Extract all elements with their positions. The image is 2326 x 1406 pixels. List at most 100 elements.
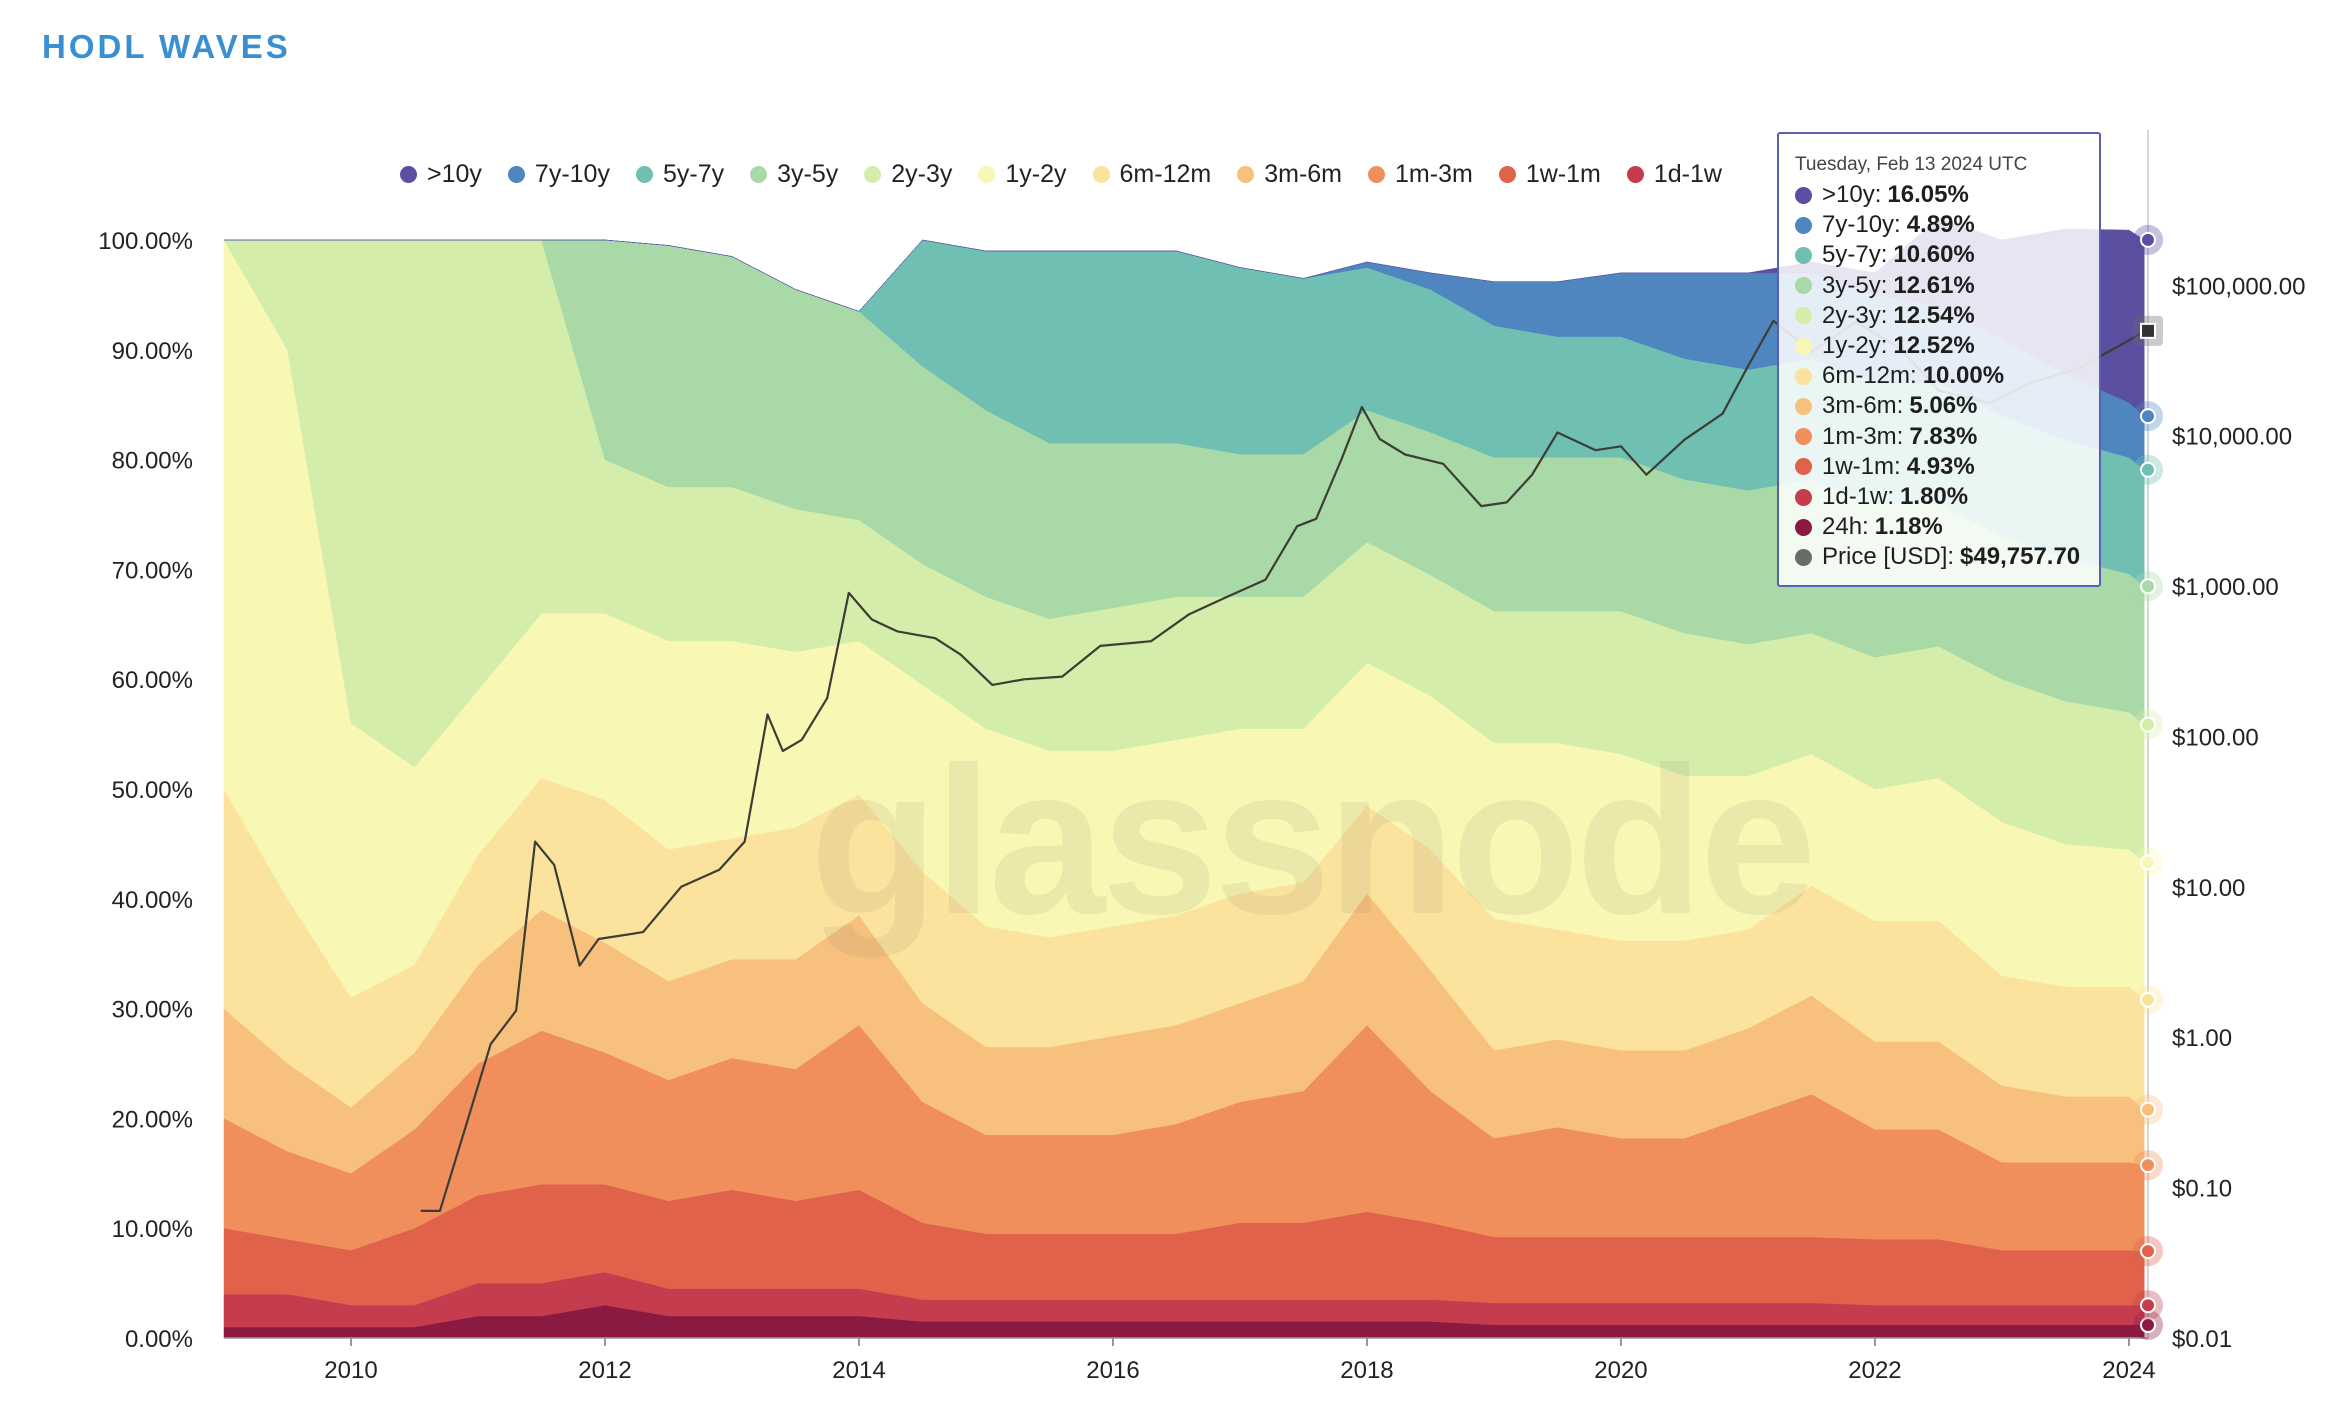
legend-item[interactable]: 2y-3y	[864, 160, 952, 189]
x-tick-label: 2024	[2102, 1357, 2155, 1384]
tooltip-swatch	[1795, 337, 1812, 355]
legend-swatch	[400, 166, 417, 183]
y-tick-label: 20.00%	[112, 1106, 193, 1133]
tooltip-value: 12.52%	[1893, 332, 1975, 360]
legend-item[interactable]: 1w-1m	[1498, 160, 1601, 189]
legend-label: 1m-3m	[1395, 160, 1473, 188]
tooltip-row: >10y: 16.05%	[1795, 180, 2085, 210]
legend-item[interactable]: 1m-3m	[1368, 160, 1473, 189]
series-end-marker	[2140, 1297, 2156, 1314]
tooltip-row: 5y-7y: 10.60%	[1795, 240, 2085, 270]
series-end-marker	[2140, 1157, 2156, 1174]
page-title: HODL WAVES	[42, 28, 291, 65]
price-line	[420, 319, 2145, 1212]
y2-tick-label: $100,000.00	[2172, 273, 2305, 300]
tooltip-label: 3m-6m:	[1822, 392, 1904, 420]
legend-label: 3m-6m	[1264, 160, 1343, 188]
legend-swatch	[750, 166, 768, 183]
y-tick-label: 30.00%	[112, 997, 193, 1024]
tooltip-row: 1y-2y: 12.52%	[1795, 331, 2085, 361]
y2-tick-label: $0.10	[2172, 1176, 2232, 1203]
legend-swatch	[507, 166, 525, 183]
legend-item[interactable]: 1y-2y	[978, 160, 1067, 189]
y-tick-label: 40.00%	[112, 887, 193, 914]
tooltip-value: 5.06%	[1909, 392, 1978, 420]
legend-swatch	[1498, 166, 1516, 183]
tooltip-label: 1m-3m:	[1822, 422, 1904, 450]
legend-swatch	[864, 166, 882, 183]
series-end-marker	[2140, 231, 2156, 248]
legend-item[interactable]: 3m-6m	[1237, 160, 1342, 189]
tooltip-swatch	[1795, 549, 1812, 567]
series-end-marker	[2140, 578, 2156, 595]
tooltip-swatch	[1795, 458, 1812, 476]
legend-item[interactable]: 5y-7y	[635, 160, 724, 189]
tooltip-value: 10.00%	[1922, 362, 2005, 390]
legend-item[interactable]: 3y-5y	[750, 160, 838, 189]
series-end-marker	[2140, 408, 2156, 425]
legend-item[interactable]: 1d-1w	[1626, 160, 1722, 189]
y-tick-label: 0.00%	[125, 1326, 193, 1353]
price-end-marker	[2140, 322, 2156, 339]
legend-label: 1y-2y	[1005, 160, 1067, 188]
tooltip-label: >10y:	[1822, 181, 1882, 208]
x-tick-label: 2012	[578, 1357, 631, 1384]
y-tick-label: 80.00%	[112, 448, 193, 475]
legend-label: 3y-5y	[777, 160, 839, 188]
tooltip-date: Tuesday, Feb 13 2024 UTC	[1795, 154, 2028, 175]
legend-label: 2y-3y	[891, 160, 953, 188]
tooltip-swatch	[1795, 277, 1812, 295]
y2-tick-label: $10.00	[2172, 875, 2245, 902]
tooltip-label: 6m-12m:	[1822, 362, 1917, 390]
tooltip-row: 24h: 1.18%	[1795, 512, 2085, 542]
y2-tick-label: $0.01	[2172, 1326, 2232, 1353]
y2-tick-label: $100.00	[2172, 724, 2259, 751]
tooltip-swatch	[1795, 216, 1812, 234]
y-tick-label: 70.00%	[112, 557, 193, 584]
y2-tick-label: $10,000.00	[2172, 424, 2292, 451]
x-tick-label: 2010	[324, 1357, 377, 1384]
y-tick-label: 60.00%	[112, 667, 193, 694]
tooltip-value: 7.83%	[1909, 422, 1978, 450]
y2-tick-label: $1,000.00	[2172, 574, 2279, 601]
tooltip-swatch	[1795, 518, 1812, 536]
legend-swatch	[1092, 166, 1110, 183]
legend-label: 1d-1w	[1653, 160, 1722, 188]
tooltip-label: 5y-7y:	[1822, 241, 1888, 269]
y-tick-label: 50.00%	[112, 777, 193, 804]
legend-swatch	[1626, 166, 1644, 183]
tooltip-swatch	[1795, 367, 1812, 385]
tooltip-value: 1.18%	[1874, 513, 1943, 541]
tooltip-label: 7y-10y:	[1822, 211, 1901, 239]
legend-label: 1w-1m	[1525, 160, 1601, 188]
tooltip-row: 7y-10y: 4.89%	[1795, 210, 2085, 240]
tooltip-value: 4.89%	[1906, 211, 1975, 239]
x-tick-label: 2018	[1340, 1357, 1393, 1384]
y-tick-label: 100.00%	[98, 228, 193, 255]
tooltip-label: 3y-5y:	[1822, 271, 1888, 299]
tooltip-swatch	[1795, 247, 1812, 264]
tooltip-value: 10.60%	[1893, 241, 1975, 269]
legend-item[interactable]: >10y	[400, 160, 482, 189]
tooltip-swatch	[1795, 186, 1812, 204]
legend-label: 6m-12m	[1119, 160, 1212, 188]
legend-item[interactable]: 7y-10y	[507, 160, 610, 189]
series-end-marker	[2140, 991, 2156, 1008]
x-tick-label: 2014	[832, 1357, 885, 1384]
series-end-marker	[2140, 1317, 2156, 1334]
series-end-marker	[2140, 854, 2156, 871]
tooltip-value: 1.80%	[1900, 483, 1969, 511]
tooltip-value: 4.93%	[1906, 452, 1975, 480]
tooltip-label: 1d-1w:	[1822, 483, 1895, 511]
tooltip-swatch	[1795, 398, 1812, 416]
x-tick-label: 2016	[1086, 1357, 1139, 1384]
legend-item[interactable]: 6m-12m	[1092, 160, 1212, 189]
series-end-marker	[2140, 461, 2156, 478]
tooltip-row: 3y-5y: 12.61%	[1795, 271, 2085, 301]
tooltip-label: Price [USD]:	[1822, 543, 1955, 571]
series-end-marker	[2140, 716, 2156, 733]
tooltip-row: 3m-6m: 5.06%	[1795, 391, 2085, 421]
tooltip-row: Price [USD]: $49,757.70	[1795, 542, 2085, 572]
tooltip-value: 12.54%	[1893, 301, 1975, 329]
